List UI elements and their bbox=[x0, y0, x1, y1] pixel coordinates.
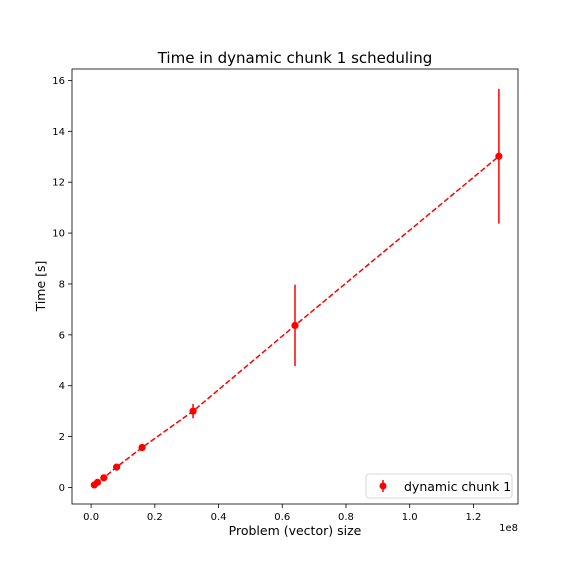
legend: dynamic chunk 1 bbox=[365, 473, 513, 499]
y-tick-label: 4 bbox=[59, 381, 65, 392]
legend-label: dynamic chunk 1 bbox=[404, 479, 511, 494]
y-axis-label: Time [s] bbox=[33, 261, 48, 313]
y-tick-label: 2 bbox=[59, 432, 65, 443]
x-tick-label: 0.6 bbox=[274, 512, 290, 523]
y-axis: 0 2 4 6 8 10 12 14 16 bbox=[52, 76, 72, 494]
data-point bbox=[100, 474, 108, 482]
y-tick-label: 10 bbox=[52, 229, 65, 240]
x-tick-label: 1.0 bbox=[402, 512, 418, 523]
data-point bbox=[138, 443, 146, 452]
y-tick-label: 6 bbox=[59, 330, 65, 341]
chart-title: Time in dynamic chunk 1 scheduling bbox=[157, 49, 433, 67]
plot-area bbox=[90, 88, 503, 489]
data-point bbox=[113, 463, 121, 471]
x-tick-label: 1.2 bbox=[465, 512, 481, 523]
y-tick-label: 14 bbox=[52, 127, 65, 138]
x-tick-label: 0.4 bbox=[211, 512, 227, 523]
plot-frame bbox=[71, 68, 519, 505]
x-tick-label: 0.8 bbox=[338, 512, 354, 523]
data-point bbox=[495, 152, 503, 160]
x-axis-offset-label: 1e8 bbox=[499, 523, 518, 534]
data-point bbox=[93, 478, 102, 486]
x-axis-label: Problem (vector) size bbox=[229, 523, 362, 538]
x-tick-label: 0.2 bbox=[147, 512, 163, 523]
legend-box bbox=[365, 473, 513, 499]
legend-marker-swatch bbox=[379, 482, 387, 490]
y-tick-label: 8 bbox=[59, 279, 65, 290]
y-tick-label: 0 bbox=[59, 483, 65, 494]
data-point bbox=[291, 321, 299, 330]
x-tick-label: 0.0 bbox=[83, 512, 99, 523]
y-tick-label: 12 bbox=[52, 178, 65, 189]
y-tick-label: 16 bbox=[52, 76, 65, 87]
data-point bbox=[189, 407, 197, 415]
x-axis: 0.0 0.2 0.4 0.6 0.8 1.0 1.2 bbox=[83, 504, 481, 523]
